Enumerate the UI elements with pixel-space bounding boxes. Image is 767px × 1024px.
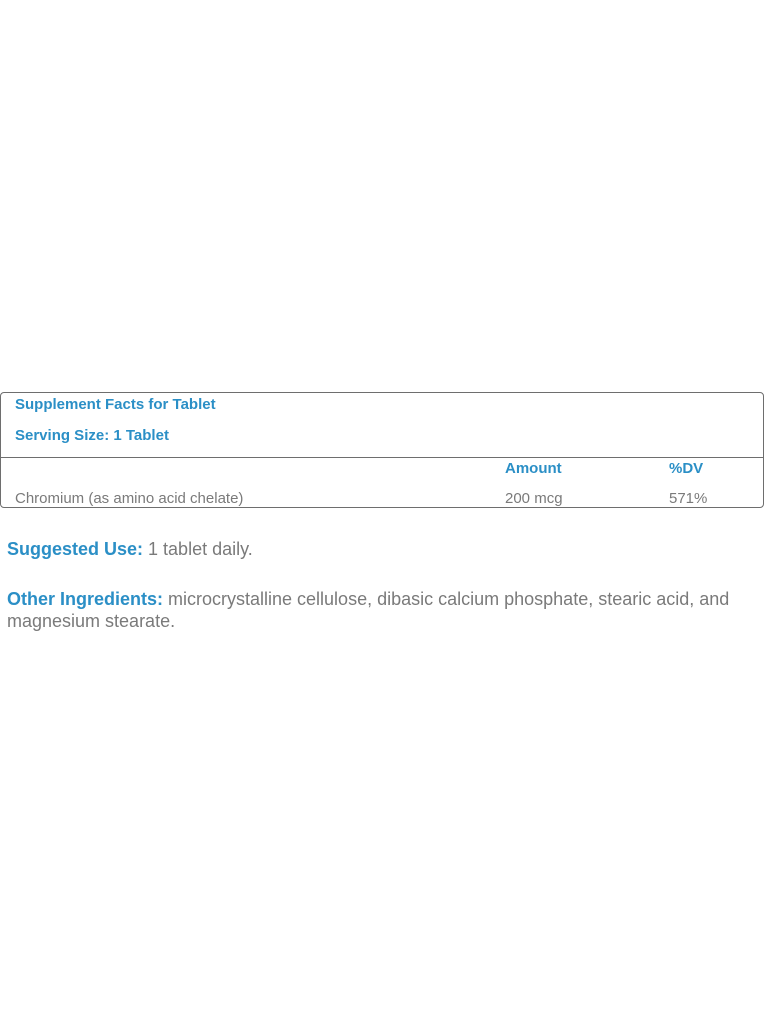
nutrient-name: Chromium (as amino acid chelate) <box>15 490 244 507</box>
serving-size: Serving Size: 1 Tablet <box>15 427 169 444</box>
other-ingredients-text: microcrystalline cellulose, dibasic calc… <box>7 589 730 631</box>
suggested-use-label: Suggested Use: <box>7 539 144 559</box>
amount-header: Amount <box>505 460 562 477</box>
suggested-use: Suggested Use: 1 tablet daily. <box>7 538 757 560</box>
nutrient-amount: 200 mcg <box>505 490 563 507</box>
facts-title: Supplement Facts for Tablet <box>15 396 216 413</box>
nutrient-dv: 571% <box>669 490 708 507</box>
other-ingredients: Other Ingredients: microcrystalline cell… <box>7 588 757 632</box>
dv-header: %DV <box>669 460 704 477</box>
divider <box>1 457 763 458</box>
supplement-facts-table: Supplement Facts for Tablet Serving Size… <box>0 392 764 508</box>
other-ingredients-label: Other Ingredients: <box>7 589 164 609</box>
suggested-use-text: 1 tablet daily. <box>143 539 253 559</box>
